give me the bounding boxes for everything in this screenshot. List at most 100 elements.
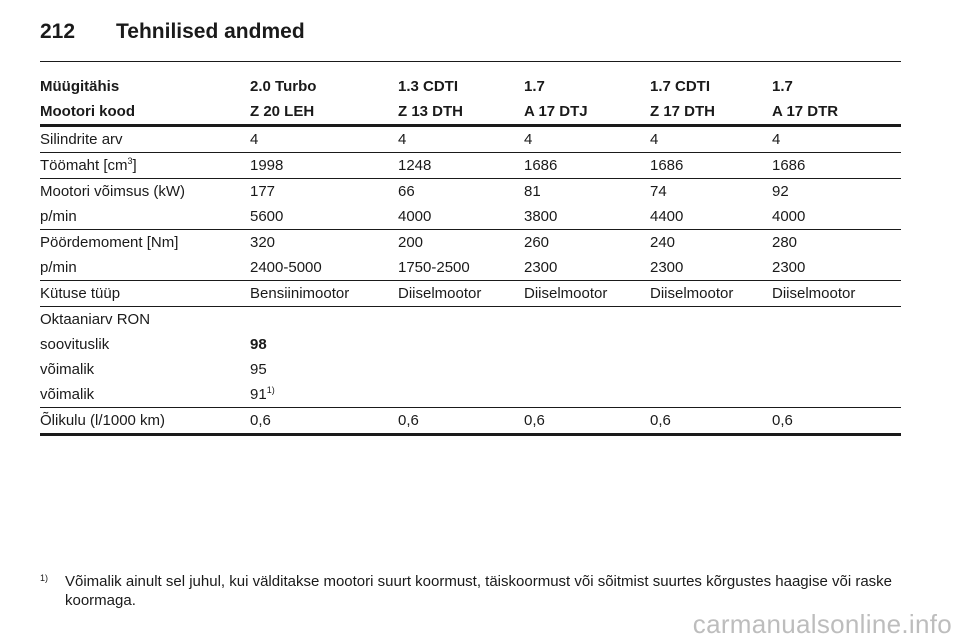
footnote-ref: 1) <box>266 385 275 395</box>
watermark: carmanualsonline.info <box>692 609 952 639</box>
header-cell: Müügitähis <box>40 78 120 95</box>
table-cell: 92 <box>772 183 789 200</box>
header-cell: Z 20 LEH <box>250 103 315 120</box>
header-cell: Mootori kood <box>40 103 135 120</box>
table-cell: 4400 <box>650 208 684 225</box>
header-cell: Z 13 DTH <box>398 103 464 120</box>
table-cell: 320 <box>250 234 276 251</box>
table-row: Õlikulu (l/1000 km) 0,6 0,6 0,6 0,6 0,6 <box>40 408 901 433</box>
table-cell: 98 <box>250 336 267 353</box>
table-cell: 4 <box>398 131 407 148</box>
table-cell: 240 <box>650 234 676 251</box>
table-cell: Diiselmootor <box>772 285 856 302</box>
table-row: Mootori võimsus (kW) 177 66 81 74 92 <box>40 179 901 204</box>
torque-group: Pöördemoment [Nm] 320 200 260 240 280 p/… <box>40 230 901 281</box>
header-rule <box>40 61 901 62</box>
header-cell: 1.7 CDTI <box>650 78 711 95</box>
table-cell: 177 <box>250 183 276 200</box>
table-cell: 4000 <box>772 208 806 225</box>
footnote: 1) Võimalik ainult sel juhul, kui väldit… <box>40 572 902 610</box>
table-cell: 0,6 <box>772 412 793 429</box>
header-cell: A 17 DTJ <box>524 103 588 120</box>
table-cell: Diiselmootor <box>650 285 734 302</box>
row-label: soovituslik <box>40 336 110 353</box>
row-label: Pöördemoment [Nm] <box>40 234 179 251</box>
row-label: võimalik <box>40 386 95 403</box>
specs-table: Müügitähis 2.0 Turbo 1.3 CDTI 1.7 1.7 CD… <box>40 74 901 436</box>
table-cell: 4 <box>650 131 659 148</box>
table-cell: 74 <box>650 183 667 200</box>
label-text: ] <box>132 157 137 174</box>
table-cell: 4000 <box>398 208 432 225</box>
table-row: võimalik 95 <box>40 357 901 382</box>
table-cell: 1686 <box>772 157 806 174</box>
table-cell: Diiselmootor <box>524 285 608 302</box>
table-cell: 2300 <box>524 259 558 276</box>
row-label: Kütuse tüüp <box>40 285 121 302</box>
table-cell: 4 <box>524 131 533 148</box>
oil-group: Õlikulu (l/1000 km) 0,6 0,6 0,6 0,6 0,6 <box>40 408 901 436</box>
table-cell: 95 <box>250 361 267 378</box>
header-cell: 1.3 CDTI <box>398 78 459 95</box>
table-cell: 81 <box>524 183 541 200</box>
table-row: soovituslik 98 <box>40 332 901 357</box>
table-cell: 260 <box>524 234 550 251</box>
table-row: Silindrite arv 4 4 4 4 4 <box>40 127 901 152</box>
header-cell: Z 17 DTH <box>650 103 716 120</box>
row-label: Töömaht [cm3] <box>40 153 137 178</box>
power-group: Mootori võimsus (kW) 177 66 81 74 92 p/m… <box>40 179 901 230</box>
table-cell: 1248 <box>398 157 432 174</box>
table-cell: Diiselmootor <box>398 285 482 302</box>
table-row: Pöördemoment [Nm] 320 200 260 240 280 <box>40 230 901 255</box>
header-cell: 1.7 <box>524 78 545 95</box>
table-row: Müügitähis 2.0 Turbo 1.3 CDTI 1.7 1.7 CD… <box>40 74 901 99</box>
table-row: Kütuse tüüp Bensiinimootor Diiselmootor … <box>40 281 901 306</box>
row-label: võimalik <box>40 361 95 378</box>
table-cell: 4 <box>772 131 781 148</box>
header-cell: 1.7 <box>772 78 793 95</box>
table-cell: Bensiinimootor <box>250 285 350 302</box>
table-cell: 2400-5000 <box>250 259 322 276</box>
cylinders-group: Silindrite arv 4 4 4 4 4 <box>40 127 901 153</box>
row-label: Õlikulu (l/1000 km) <box>40 412 166 429</box>
footnote-text: Võimalik ainult sel juhul, kui välditaks… <box>65 573 893 609</box>
fuel-type-group: Kütuse tüüp Bensiinimootor Diiselmootor … <box>40 281 901 307</box>
table-row: Oktaaniarv RON <box>40 307 901 332</box>
table-cell: 1750-2500 <box>398 259 470 276</box>
table-cell: 0,6 <box>250 412 271 429</box>
header-cell: 2.0 Turbo <box>250 78 317 95</box>
table-cell: 66 <box>398 183 415 200</box>
table-row: Mootori kood Z 20 LEH Z 13 DTH A 17 DTJ … <box>40 99 901 124</box>
table-row: p/min 2400-5000 1750-2500 2300 2300 2300 <box>40 255 901 280</box>
page-number: 212 <box>40 20 76 43</box>
label-text: Töömaht [cm <box>40 157 128 174</box>
table-cell: 911) <box>250 382 275 407</box>
footnote-marker: 1) <box>40 573 49 583</box>
header-cell: A 17 DTR <box>772 103 839 120</box>
table-cell: 2300 <box>650 259 684 276</box>
cell-value: 91 <box>250 386 267 403</box>
row-label: Oktaaniarv RON <box>40 311 151 328</box>
table-cell: 5600 <box>250 208 284 225</box>
row-label: Silindrite arv <box>40 131 123 148</box>
row-label: p/min <box>40 259 77 276</box>
table-cell: 1998 <box>250 157 284 174</box>
table-cell: 2300 <box>772 259 806 276</box>
table-row: võimalik 911) <box>40 382 901 407</box>
table-cell: 0,6 <box>398 412 419 429</box>
table-header: Müügitähis 2.0 Turbo 1.3 CDTI 1.7 1.7 CD… <box>40 74 901 127</box>
table-cell: 1686 <box>650 157 684 174</box>
table-cell: 1686 <box>524 157 558 174</box>
displacement-group: Töömaht [cm3] 1998 1248 1686 1686 1686 <box>40 153 901 179</box>
row-label: p/min <box>40 208 77 225</box>
table-cell: 4 <box>250 131 259 148</box>
table-row: Töömaht [cm3] 1998 1248 1686 1686 1686 <box>40 153 901 178</box>
table-cell: 0,6 <box>650 412 671 429</box>
page-title: Tehnilised andmed <box>116 20 305 43</box>
table-cell: 200 <box>398 234 424 251</box>
row-label: Mootori võimsus (kW) <box>40 183 186 200</box>
table-row: p/min 5600 4000 3800 4400 4000 <box>40 204 901 229</box>
page-header: 212 Tehnilised andmed <box>40 20 305 44</box>
octane-group: Oktaaniarv RON soovituslik 98 võimalik 9… <box>40 307 901 408</box>
table-cell: 280 <box>772 234 798 251</box>
